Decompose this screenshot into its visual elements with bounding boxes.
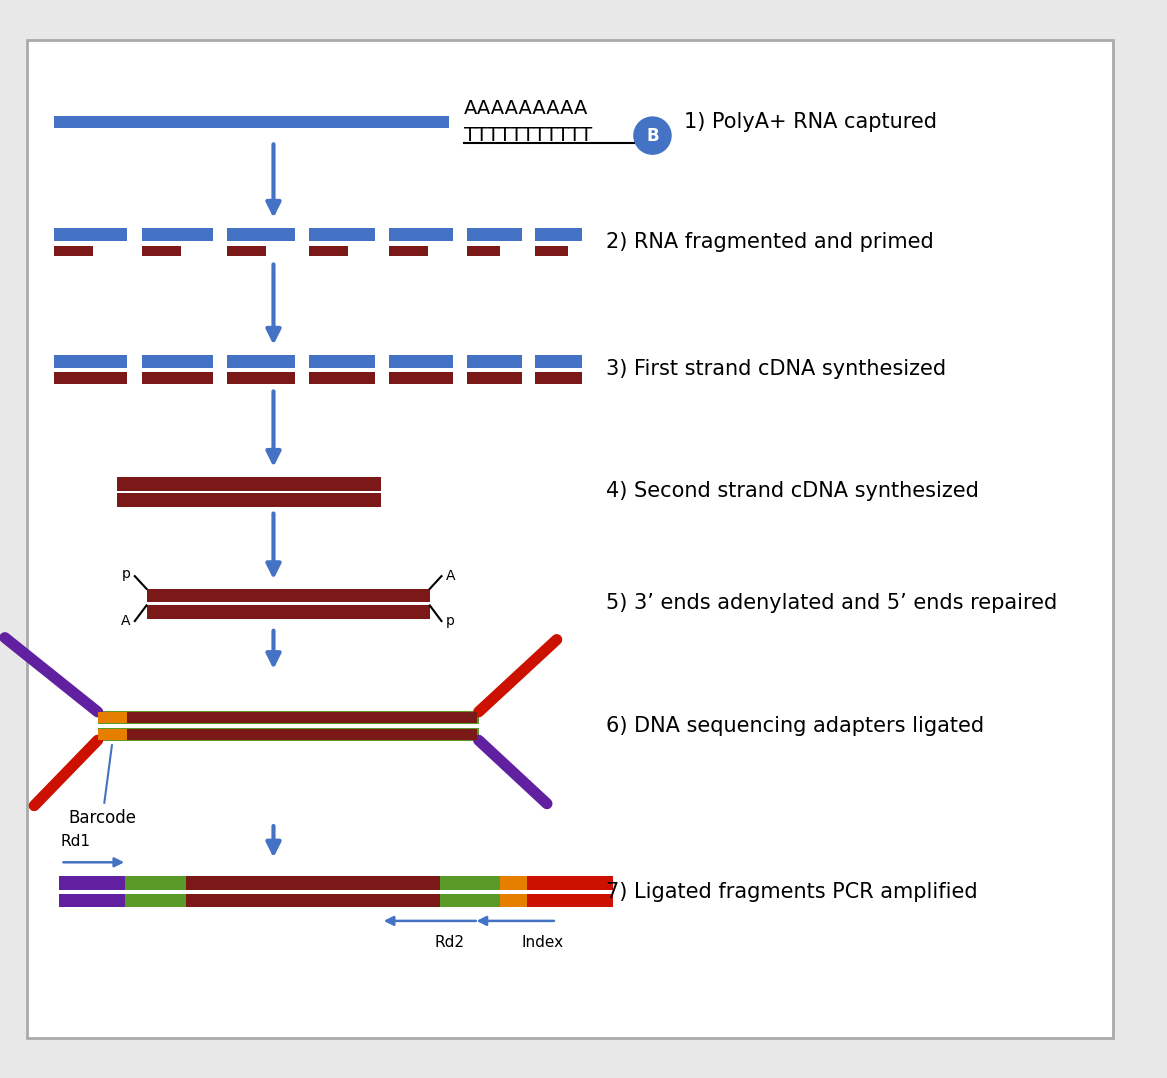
Bar [389, 355, 453, 368]
Bar [98, 728, 478, 741]
Bar [467, 372, 522, 384]
Text: AAAAAAAAA: AAAAAAAAA [464, 99, 588, 118]
Text: p: p [446, 614, 454, 628]
Bar [98, 729, 125, 740]
Bar [98, 711, 478, 724]
Text: A: A [121, 614, 131, 628]
Bar [54, 246, 93, 255]
Text: Rd1: Rd1 [61, 833, 91, 848]
Text: Index: Index [520, 935, 564, 950]
Bar [117, 478, 380, 492]
Bar [125, 894, 186, 908]
Bar [226, 246, 266, 255]
Bar [54, 372, 127, 384]
Bar [389, 372, 453, 384]
Bar [308, 227, 375, 240]
Bar [147, 589, 429, 603]
Bar [141, 355, 212, 368]
Bar [308, 246, 348, 255]
Bar [527, 894, 614, 908]
Bar [186, 876, 440, 889]
Bar [147, 606, 429, 619]
Bar [54, 355, 127, 368]
Bar [527, 876, 614, 889]
Bar [501, 894, 527, 908]
Bar [389, 246, 428, 255]
Bar [98, 713, 125, 723]
Text: 6) DNA sequencing adapters ligated: 6) DNA sequencing adapters ligated [606, 716, 984, 735]
Text: 7) Ligated fragments PCR amplified: 7) Ligated fragments PCR amplified [606, 882, 977, 901]
FancyBboxPatch shape [27, 40, 1112, 1038]
Text: 5) 3’ ends adenylated and 5’ ends repaired: 5) 3’ ends adenylated and 5’ ends repair… [606, 594, 1057, 613]
Bar [125, 876, 186, 889]
Bar [536, 246, 568, 255]
Bar [536, 355, 582, 368]
Bar [226, 355, 295, 368]
Bar [389, 227, 453, 240]
Bar [226, 227, 295, 240]
Text: TTTTTTTTTTT: TTTTTTTTTTT [464, 126, 592, 146]
Bar [99, 713, 476, 723]
Text: 2) RNA fragmented and primed: 2) RNA fragmented and primed [606, 232, 934, 252]
Bar [308, 355, 375, 368]
Bar [467, 227, 522, 240]
Bar [103, 713, 474, 723]
Bar [99, 729, 476, 740]
Bar [98, 713, 127, 723]
Bar [98, 729, 127, 740]
Bar [141, 372, 212, 384]
Bar [141, 246, 181, 255]
Bar [141, 227, 212, 240]
Text: 3) First strand cDNA synthesized: 3) First strand cDNA synthesized [606, 359, 945, 379]
Bar [308, 372, 375, 384]
Bar [186, 894, 440, 908]
Bar [467, 355, 522, 368]
Bar [467, 246, 501, 255]
Bar [226, 372, 295, 384]
Bar [54, 115, 449, 128]
Bar [536, 372, 582, 384]
Text: Barcode: Barcode [69, 745, 137, 827]
Bar [536, 227, 582, 240]
Bar [440, 894, 501, 908]
Bar [440, 876, 501, 889]
Text: B: B [647, 126, 659, 144]
Bar [103, 729, 474, 740]
Text: 4) Second strand cDNA synthesized: 4) Second strand cDNA synthesized [606, 481, 978, 501]
Text: p: p [123, 567, 131, 581]
Bar [58, 876, 125, 889]
Text: A: A [446, 569, 455, 583]
Circle shape [634, 118, 671, 154]
Bar [58, 894, 125, 908]
Bar [54, 227, 127, 240]
Bar [98, 728, 478, 741]
Bar [117, 493, 380, 507]
Text: 1) PolyA+ RNA captured: 1) PolyA+ RNA captured [684, 112, 937, 132]
Bar [98, 711, 478, 724]
Text: Rd2: Rd2 [434, 935, 464, 950]
Bar [501, 876, 527, 889]
